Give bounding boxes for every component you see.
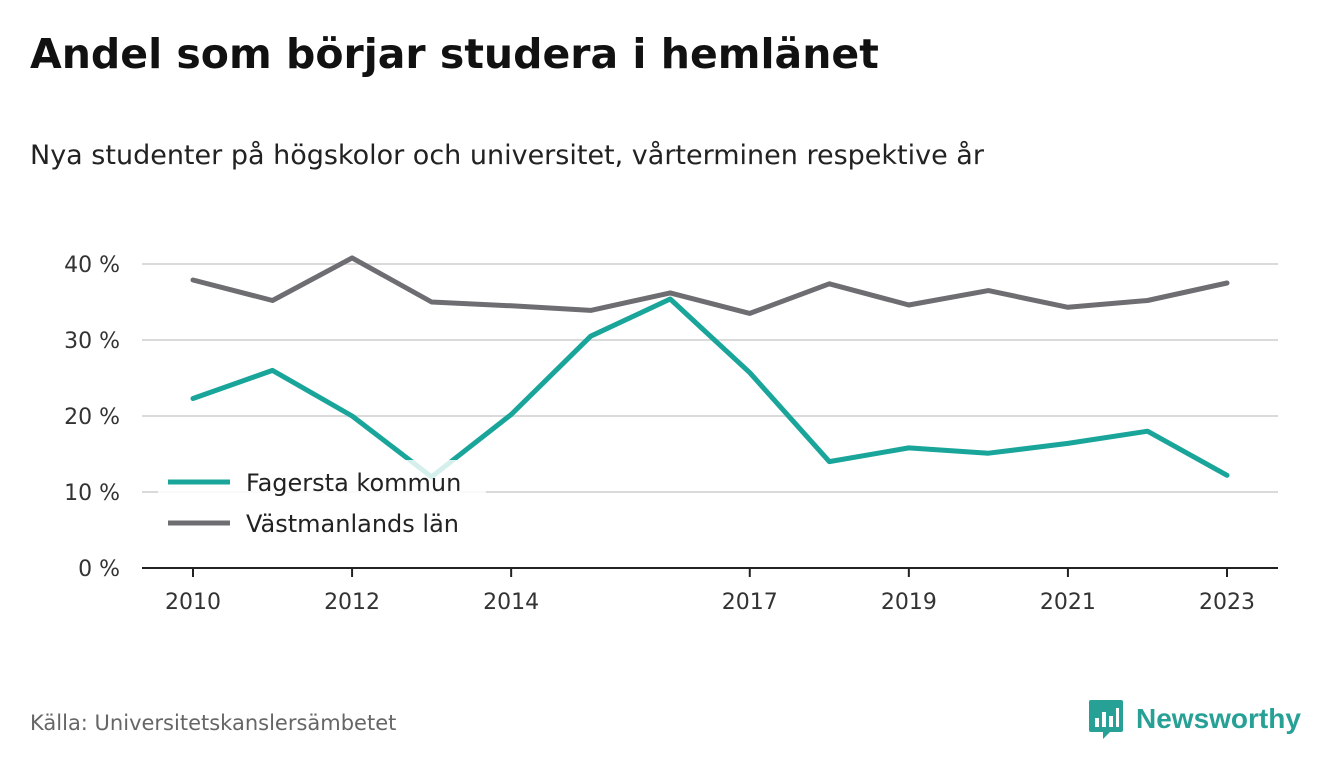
x-tick-label: 2017 bbox=[722, 590, 778, 615]
x-tick-label: 2021 bbox=[1040, 590, 1096, 615]
y-tick-label: 30 % bbox=[64, 329, 120, 354]
y-tick-label: 40 % bbox=[64, 253, 120, 278]
y-tick-label: 20 % bbox=[64, 405, 120, 430]
y-tick-label: 0 % bbox=[78, 557, 120, 582]
y-tick-label: 10 % bbox=[64, 481, 120, 506]
x-tick-label: 2012 bbox=[324, 590, 380, 615]
legend-background bbox=[158, 460, 486, 552]
x-tick-label: 2010 bbox=[165, 590, 221, 615]
x-tick-label: 2023 bbox=[1199, 590, 1255, 615]
source-note: Källa: Universitetskanslersämbetet bbox=[30, 711, 397, 735]
series-line-fagersta bbox=[190, 296, 1230, 480]
brand-name: Newsworthy bbox=[1136, 703, 1301, 734]
x-tick-label: 2019 bbox=[881, 590, 937, 615]
chart-subtitle: Nya studenter på högskolor och universit… bbox=[30, 140, 984, 171]
legend-label: Fagersta kommun bbox=[246, 469, 461, 497]
brand-logo: Newsworthy bbox=[1088, 696, 1301, 742]
chart-title: Andel som börjar studera i hemlänet bbox=[30, 30, 879, 78]
x-tick-label: 2014 bbox=[483, 590, 539, 615]
series-line-vastmanland bbox=[190, 255, 1230, 316]
bar-chart-speech-bubble-icon bbox=[1089, 700, 1123, 739]
legend-label: Västmanlands län bbox=[246, 510, 459, 538]
